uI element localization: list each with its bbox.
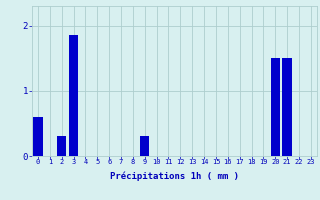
- Bar: [69, 35, 78, 156]
- Bar: [57, 136, 67, 156]
- Bar: [140, 136, 149, 156]
- Bar: [270, 58, 280, 156]
- Bar: [33, 117, 43, 156]
- X-axis label: Précipitations 1h ( mm ): Précipitations 1h ( mm ): [110, 171, 239, 181]
- Bar: [282, 58, 292, 156]
